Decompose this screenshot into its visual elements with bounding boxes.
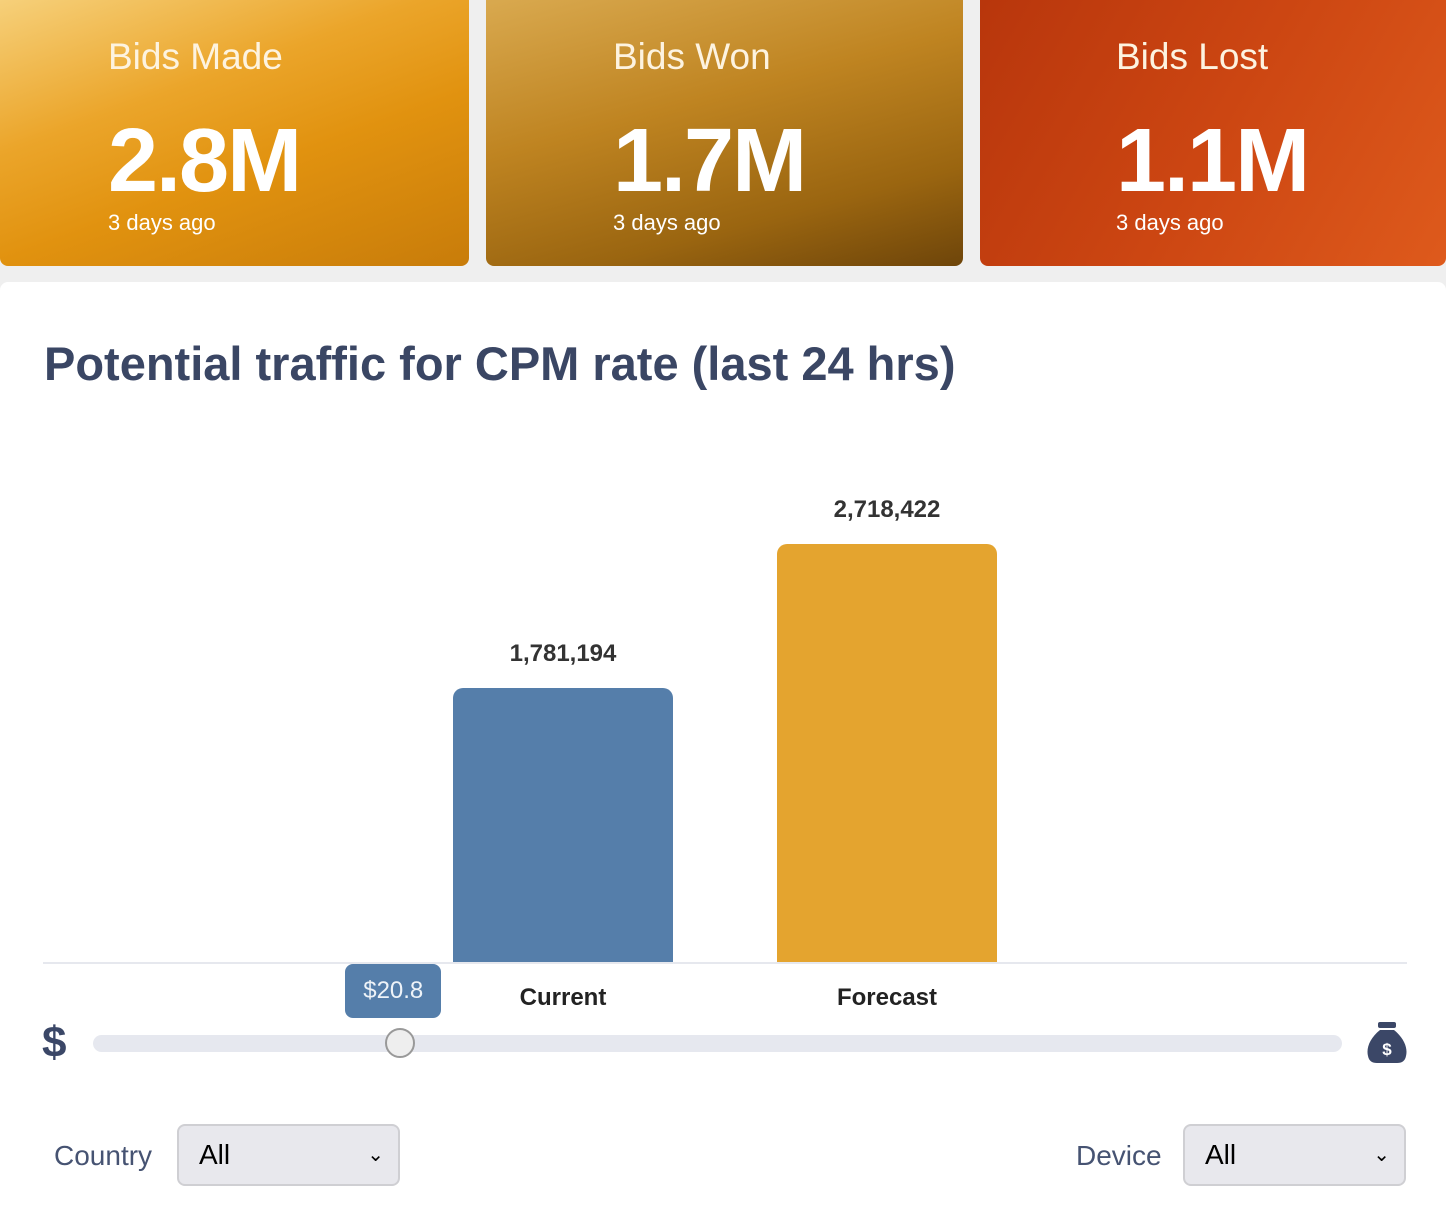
card-value: 1.7M — [613, 111, 807, 211]
country-label: Country — [54, 1140, 153, 1171]
dollar-icon: $ — [42, 1018, 67, 1067]
card-value: 2.8M — [108, 111, 302, 211]
cpm-slider-track[interactable] — [93, 1035, 1342, 1052]
country-select-value: All — [199, 1139, 231, 1170]
country-select[interactable]: All ⌄ — [177, 1124, 400, 1186]
device-select[interactable]: All ⌄ — [1183, 1124, 1406, 1186]
card-title: Bids Made — [108, 36, 283, 77]
panel-title: Potential traffic for CPM rate (last 24 … — [44, 337, 956, 390]
bids-lost-card: Bids Lost 1.1M 3 days ago — [980, 0, 1446, 266]
bar-value-label: 2,718,422 — [833, 496, 941, 523]
card-subtitle: 3 days ago — [613, 210, 721, 235]
bar-forecast — [777, 544, 997, 962]
card-subtitle: 3 days ago — [108, 210, 216, 235]
device-label: Device — [1076, 1140, 1162, 1171]
chart-baseline — [43, 962, 1407, 964]
svg-text:$: $ — [1382, 1040, 1392, 1059]
category-label: Forecast — [836, 984, 938, 1011]
money-bag-icon: $ — [1367, 1022, 1407, 1063]
card-value: 1.1M — [1116, 111, 1310, 211]
slider-value-tooltip: $20.8 — [345, 964, 442, 1018]
chevron-down-icon: ⌄ — [1373, 1144, 1390, 1166]
bar-current — [453, 688, 673, 962]
card-subtitle: 3 days ago — [1116, 210, 1224, 235]
bids-made-card: Bids Made 2.8M 3 days ago — [0, 0, 469, 266]
traffic-panel: Potential traffic for CPM rate (last 24 … — [0, 282, 1446, 1230]
card-title: Bids Lost — [1116, 36, 1269, 77]
device-select-value: All — [1205, 1139, 1237, 1170]
cpm-slider-thumb[interactable] — [385, 1028, 416, 1058]
bar-value-label: 1,781,194 — [509, 640, 617, 668]
bids-won-card: Bids Won 1.7M 3 days ago — [486, 0, 963, 266]
chevron-down-icon: ⌄ — [367, 1144, 384, 1166]
card-title: Bids Won — [613, 36, 771, 77]
category-label: Current — [519, 984, 607, 1011]
